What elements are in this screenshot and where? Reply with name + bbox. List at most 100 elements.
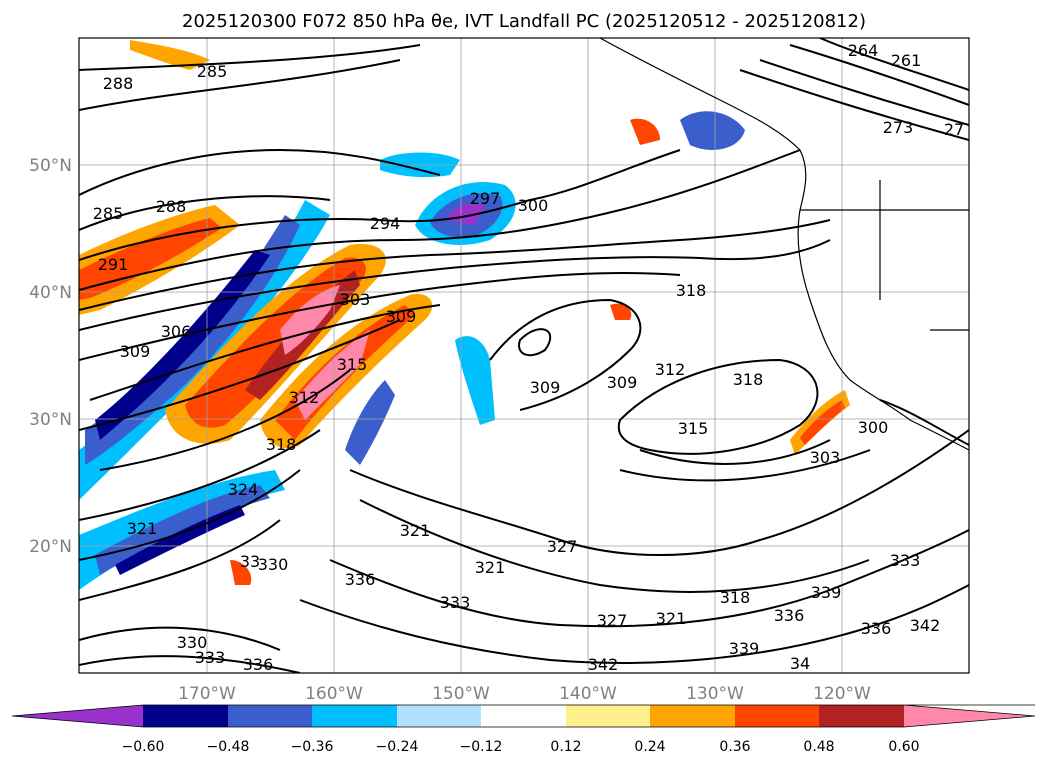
colorbar: −0.60 −0.48 −0.36 −0.24 −0.12 0.12 0.24 …: [11, 704, 1036, 755]
shading-layer: [79, 40, 850, 590]
contour-label: 291: [98, 255, 129, 274]
negative-streak: [345, 380, 395, 465]
contour-label: 309: [530, 378, 561, 397]
contour-label: 336: [243, 655, 274, 674]
contour-label: 318: [266, 435, 297, 454]
contour-label: 315: [678, 419, 709, 438]
contour-label: 330: [258, 555, 289, 574]
contour-label: 312: [655, 360, 686, 379]
colorbar-outline: [11, 704, 1036, 728]
contour-label: 333: [890, 551, 921, 570]
contour-label: 33: [240, 552, 260, 571]
colorbar-tick-label: −0.48: [207, 739, 250, 755]
map-panel: [78, 37, 970, 674]
gridlines: [79, 38, 969, 673]
lat-tick-label: 40°N: [29, 283, 72, 303]
contour-label: 321: [127, 519, 158, 538]
contour-label: 327: [597, 611, 628, 630]
colorbar-segment: [735, 705, 819, 727]
contour-label: 264: [848, 41, 879, 60]
lat-tick-label: 20°N: [29, 537, 72, 557]
positive-band-central-pink: [280, 285, 340, 355]
colorbar-tick-label: 0.48: [803, 739, 834, 755]
positive-spot-south: [230, 560, 252, 585]
lat-tick-label: 50°N: [29, 156, 72, 176]
contour-label: 303: [340, 290, 371, 309]
contour-label: 321: [400, 521, 431, 540]
positive-strip-coast-core: [800, 400, 845, 445]
contour-label: 318: [676, 281, 707, 300]
positive-band-nw-core: [79, 218, 222, 300]
contour-label: 34: [790, 654, 810, 673]
contour-label: 309: [386, 307, 417, 326]
contour-label: 309: [120, 342, 151, 361]
contour-label: 321: [475, 558, 506, 577]
contour-label: 288: [103, 74, 134, 93]
colorbar-tick-label: 0.24: [634, 739, 665, 755]
contour-label: 318: [720, 588, 751, 607]
colorbar-segment: [312, 705, 397, 727]
contour-label: 297: [470, 189, 501, 208]
lon-tick-label: 120°W: [813, 684, 871, 704]
colorbar-segment: [481, 705, 566, 727]
contour-label: 333: [440, 593, 471, 612]
contour-label: 288: [156, 197, 187, 216]
lon-tick-label: 150°W: [432, 684, 490, 704]
contour-label: 300: [858, 418, 889, 437]
colorbar-tick-label: −0.24: [376, 739, 419, 755]
negative-band-south-core: [115, 505, 245, 575]
contour-label: 333: [195, 648, 226, 667]
contour-label: 321: [656, 609, 687, 628]
contour-label: 336: [861, 619, 892, 638]
colorbar-tick-label: −0.36: [291, 739, 334, 755]
colorbar-tick-labels: −0.60 −0.48 −0.36 −0.24 −0.12 0.12 0.24 …: [122, 739, 920, 755]
contour-label: 339: [811, 583, 842, 602]
contour-label: 306: [161, 322, 192, 341]
lon-tick-label: 130°W: [686, 684, 744, 704]
contour-label: 336: [774, 606, 805, 625]
contour-label: 336: [345, 570, 376, 589]
contour-label: 315: [337, 355, 368, 374]
contour-label: 324: [228, 480, 259, 499]
contour-label: 327: [547, 537, 578, 556]
colorbar-segment: [566, 705, 650, 727]
contour-label: 294: [370, 214, 401, 233]
contour-label: 300: [518, 196, 549, 215]
contour-label: 342: [910, 616, 941, 635]
colorbar-extend-high: [904, 705, 1035, 727]
contour-label: 330: [177, 633, 208, 652]
colorbar-tick-label: 0.12: [550, 739, 581, 755]
contour-label: 285: [93, 204, 124, 223]
map-content: [79, 38, 969, 673]
theta-e-contours: [79, 38, 969, 673]
contour-label: 312: [289, 388, 320, 407]
colorbar-segment: [143, 705, 228, 727]
contour-label: 309: [607, 373, 638, 392]
figure-title: 2025120300 F072 850 hPa θe, IVT Landfall…: [182, 11, 866, 32]
positive-band-south-pink: [295, 330, 370, 420]
contour-labels: 288 285 264 261 273 27 285 288 294 297 3…: [93, 41, 964, 674]
positive-spot-north: [630, 118, 660, 145]
colorbar-tick-label: 0.60: [888, 739, 919, 755]
contour-label: 342: [588, 655, 619, 674]
lon-tick-label: 170°W: [178, 684, 236, 704]
negative-blob-ne: [680, 111, 745, 150]
map-frame: [78, 37, 970, 674]
negative-streak-east: [455, 336, 495, 425]
colorbar-extend-low: [12, 705, 143, 727]
longitude-labels: 170°W 160°W 150°W 140°W 130°W 120°W: [178, 684, 871, 704]
colorbar-segment: [819, 705, 904, 727]
contour-label: 339: [729, 639, 760, 658]
contour-label: 273: [883, 118, 914, 137]
positive-spot-mid: [610, 303, 632, 320]
latitude-labels: 50°N 40°N 30°N 20°N: [29, 156, 72, 557]
coastlines: [599, 38, 969, 451]
positive-spot-top: [130, 40, 210, 70]
colorbar-segment: [650, 705, 735, 727]
negative-blob-north-core: [445, 203, 485, 225]
contour-label: 27: [944, 120, 964, 139]
lon-tick-label: 160°W: [305, 684, 363, 704]
contour-label: 261: [891, 51, 922, 70]
colorbar-tick-label: −0.12: [460, 739, 503, 755]
